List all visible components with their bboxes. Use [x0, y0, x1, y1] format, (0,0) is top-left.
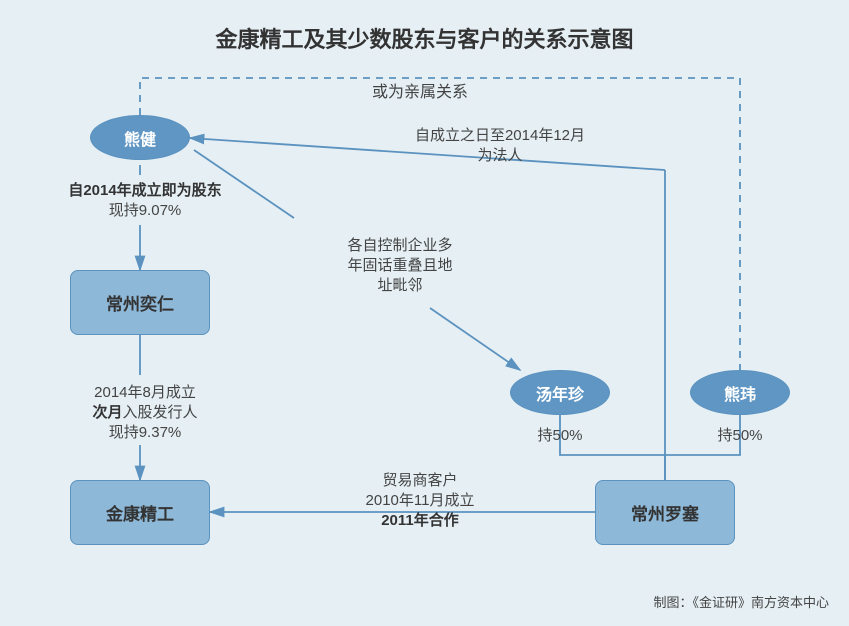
label-l2b: 次月入股发行人	[50, 402, 240, 423]
label-l2c: 现持9.37%	[50, 422, 240, 443]
label-dashed-top: 或为亲属关系	[290, 82, 550, 104]
node-tangnianzhen: 汤年珍	[510, 370, 610, 415]
label-l3b: 为法人	[360, 145, 640, 166]
label-l1b: 现持9.07%	[50, 200, 240, 221]
label-l4c: 址毗邻	[315, 275, 485, 296]
label-l5: 持50%	[510, 425, 610, 446]
label-l7b: 2010年11月成立	[320, 490, 520, 511]
node-xiongjian: 熊健	[90, 115, 190, 160]
label-l2a: 2014年8月成立	[50, 382, 240, 403]
node-jinkang: 金康精工	[70, 480, 210, 545]
diagram-canvas: 金康精工及其少数股东与客户的关系示意图 熊健汤年珍熊玮常州奕仁金康精工常州罗塞 …	[0, 0, 849, 626]
node-yiren: 常州奕仁	[70, 270, 210, 335]
label-l3a: 自成立之日至2014年12月	[360, 125, 640, 146]
diagram-title: 金康精工及其少数股东与客户的关系示意图	[0, 22, 849, 54]
label-l1a: 自2014年成立即为股东	[50, 180, 240, 201]
label-l4a: 各自控制企业多	[315, 235, 485, 256]
label-l7a: 贸易商客户	[320, 470, 520, 491]
label-l7c: 2011年合作	[320, 510, 520, 531]
node-luosai: 常州罗塞	[595, 480, 735, 545]
label-l6: 持50%	[690, 425, 790, 446]
credit-text: 制图：《金证研》南方资本中心	[653, 592, 829, 611]
node-xiongwei: 熊玮	[690, 370, 790, 415]
label-l4b: 年固话重叠且地	[315, 255, 485, 276]
